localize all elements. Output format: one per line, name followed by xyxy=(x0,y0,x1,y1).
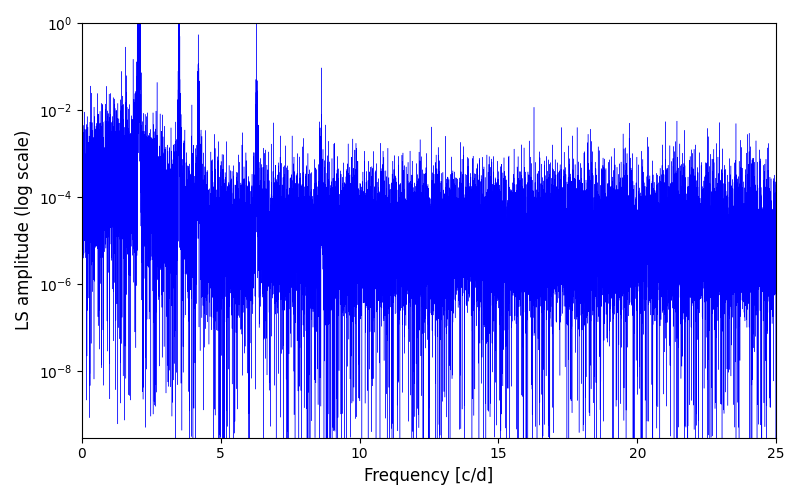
X-axis label: Frequency [c/d]: Frequency [c/d] xyxy=(364,467,494,485)
Y-axis label: LS amplitude (log scale): LS amplitude (log scale) xyxy=(15,130,33,330)
